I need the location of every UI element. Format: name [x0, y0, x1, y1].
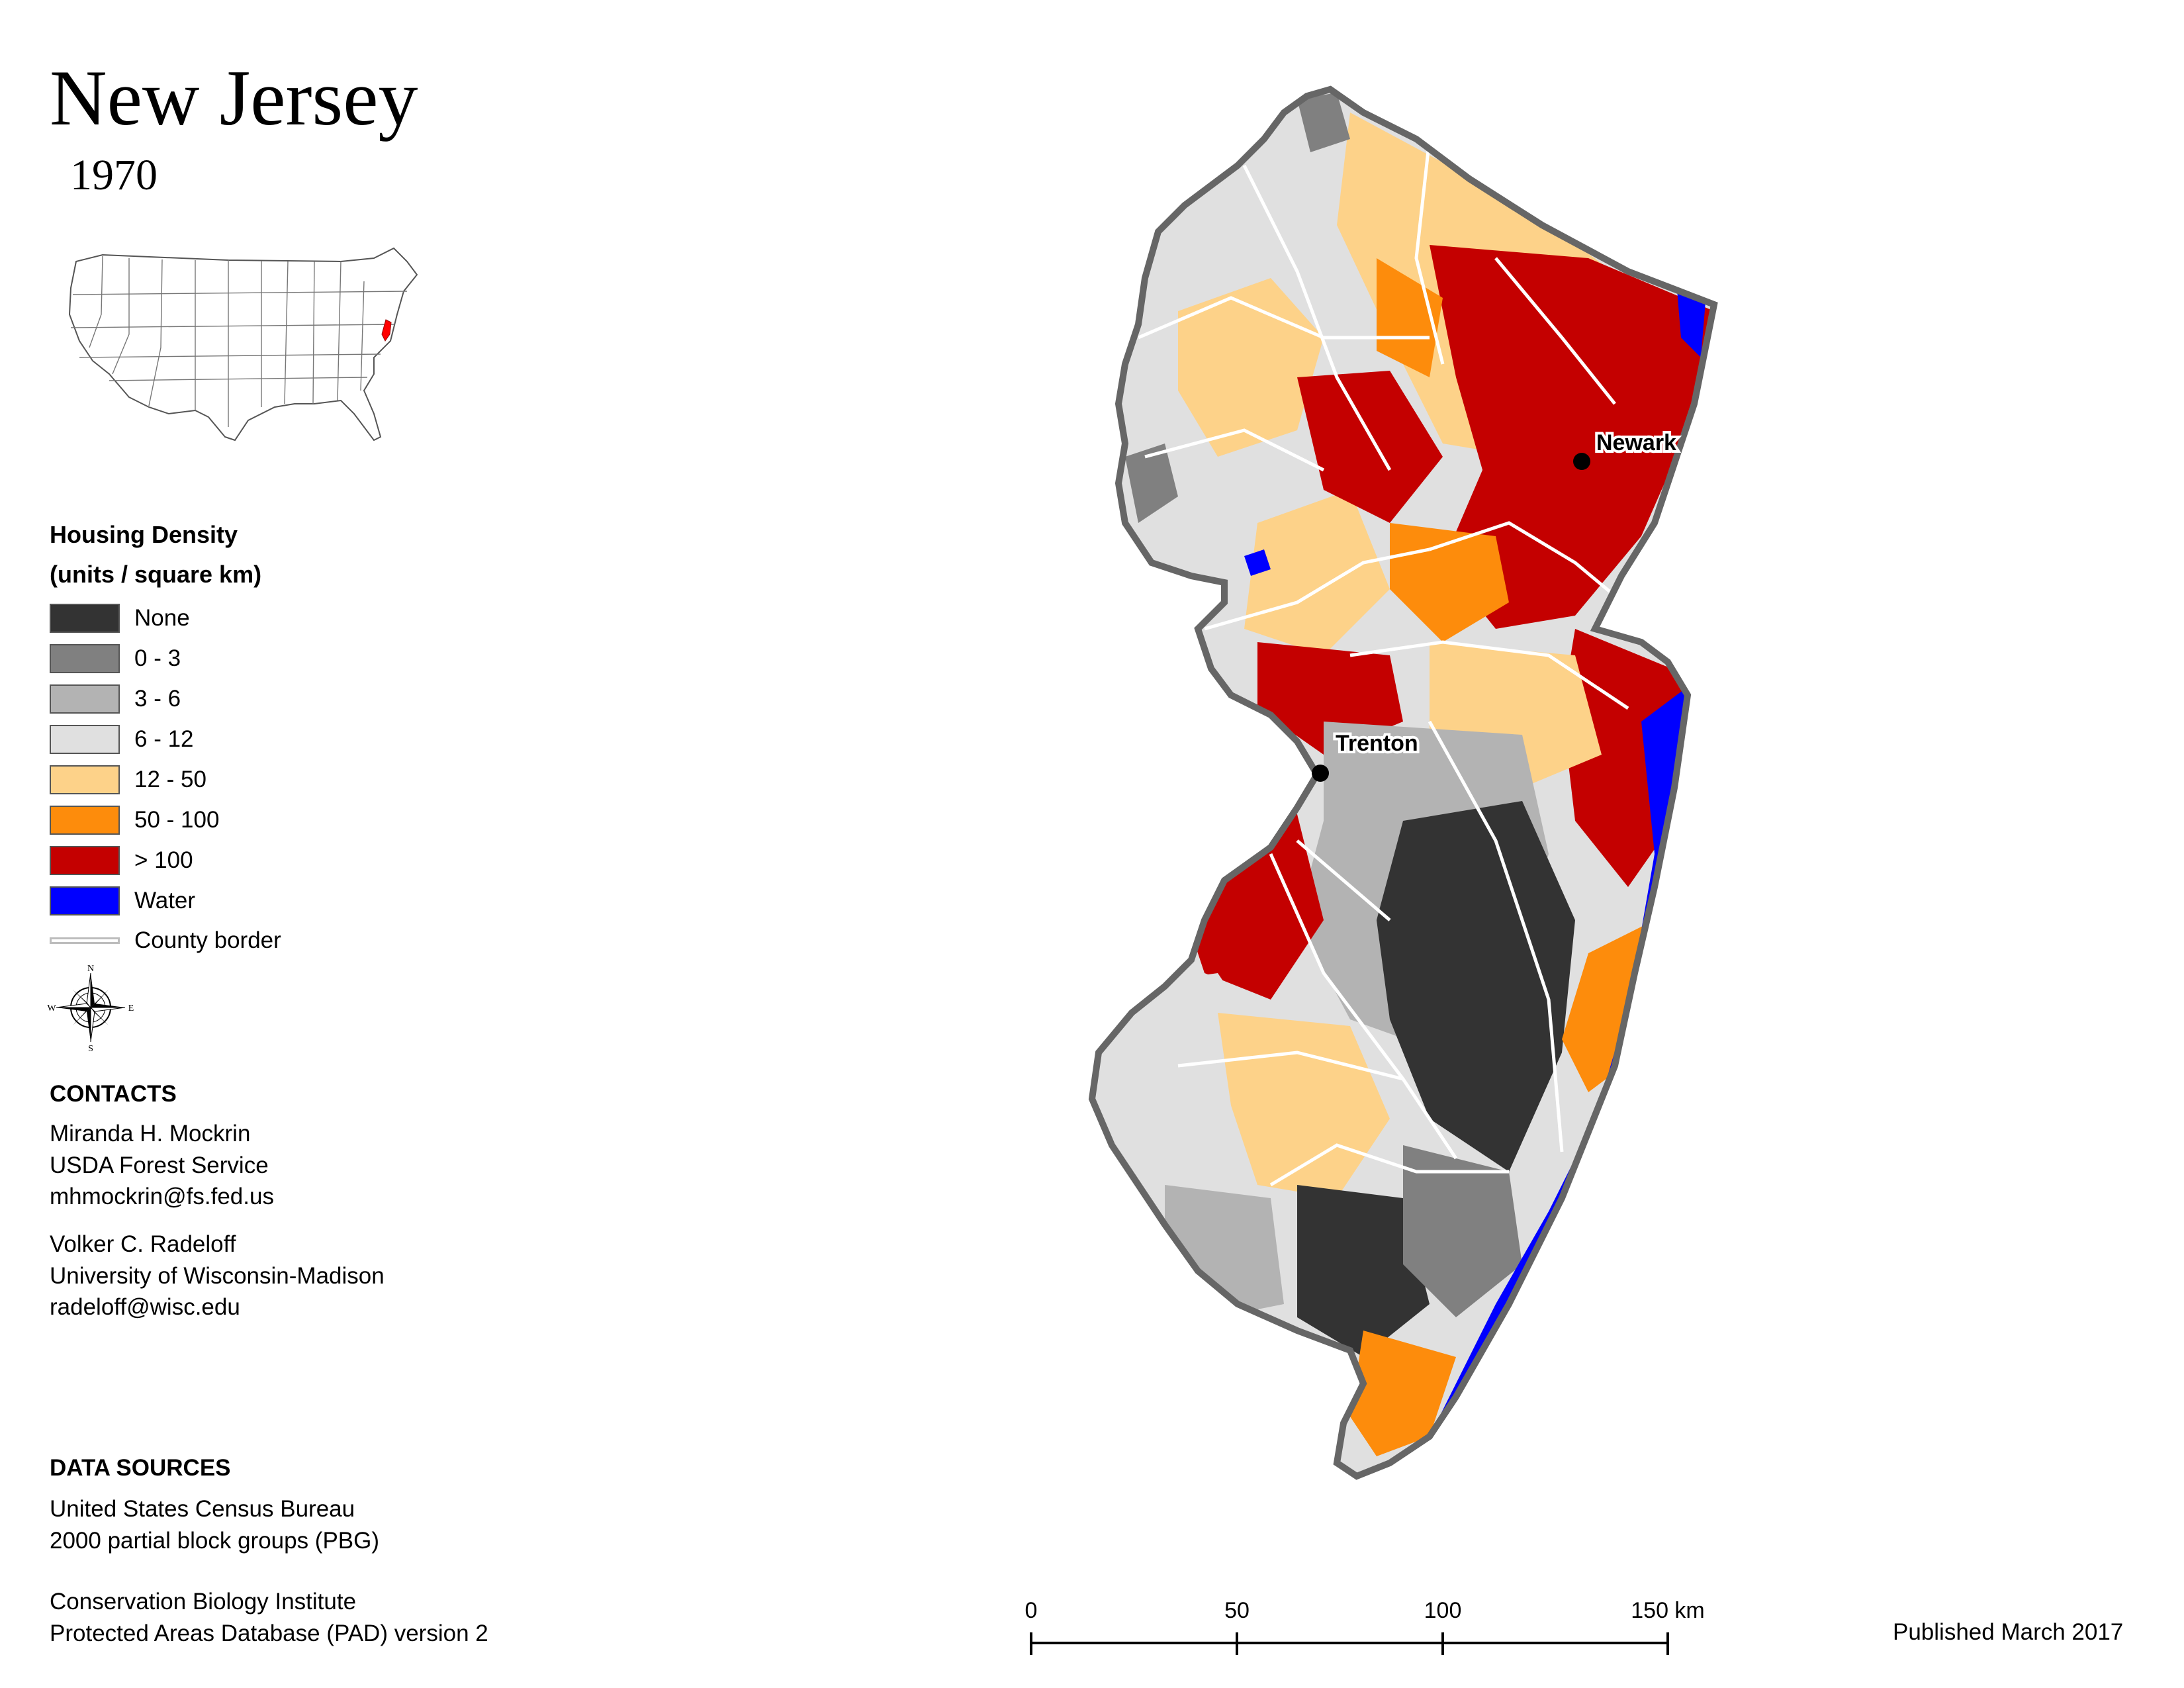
legend-label: 3 - 6: [134, 686, 181, 712]
contact-org: USDA Forest Service: [50, 1152, 269, 1178]
contact-email[interactable]: mhmockrin@fs.fed.us: [50, 1184, 274, 1209]
data-source-line: Protected Areas Database (PAD) version 2: [50, 1620, 488, 1646]
legend-item-3-6: 3 - 6: [50, 684, 381, 715]
legend-item-water: Water: [50, 886, 381, 917]
legend-label: 0 - 3: [134, 645, 181, 671]
legend-swatch: [50, 644, 120, 673]
data-sources-heading: DATA SOURCES: [50, 1455, 231, 1481]
scale-tick-label: 150 km: [1631, 1598, 1705, 1623]
legend-label: 6 - 12: [134, 726, 194, 752]
county-borders: [1138, 138, 1656, 1187]
map-year: 1970: [70, 151, 158, 199]
scale-tick-label: 0: [1025, 1598, 1038, 1623]
us-locator-map: [68, 247, 418, 442]
legend-units: (units / square km): [50, 561, 262, 588]
legend-label: None: [134, 605, 190, 631]
legend-item-county-border: County border: [50, 926, 381, 957]
legend-swatch: [50, 846, 120, 875]
contact-name: Volker C. Radeloff: [50, 1231, 236, 1257]
compass-n: N: [87, 964, 94, 974]
compass-rose-icon: N S W E: [47, 964, 134, 1053]
new-jersey-housing-density-map: Newark Trenton: [1088, 85, 1718, 1480]
legend-swatch: [50, 765, 120, 794]
legend-swatch: [50, 806, 120, 835]
us-outline: [68, 247, 418, 442]
compass-s: S: [88, 1044, 93, 1053]
legend-swatch: [50, 604, 120, 633]
contacts-heading: CONTACTS: [50, 1081, 177, 1107]
legend-label: > 100: [134, 847, 193, 873]
city-label: Newark: [1596, 430, 1676, 455]
legend-item-50-100: 50 - 100: [50, 806, 381, 836]
contact-org: University of Wisconsin-Madison: [50, 1263, 385, 1289]
state-outline: [1088, 85, 1718, 1480]
legend-swatch: [50, 886, 120, 915]
legend-label: 12 - 50: [134, 767, 206, 792]
published-date: Published March 2017: [1893, 1619, 2124, 1645]
county-border-swatch: [50, 937, 120, 944]
legend-label: Water: [134, 888, 196, 914]
data-source-line: Conservation Biology Institute: [50, 1589, 357, 1615]
legend-item-6-12: 6 - 12: [50, 725, 381, 755]
city-label: Trenton: [1336, 731, 1418, 756]
city-newark: Newark: [1573, 428, 1679, 470]
legend-swatch: [50, 684, 120, 714]
scale-tick-label: 100: [1424, 1598, 1462, 1623]
density-regions: [1092, 89, 1714, 1476]
map-title: New Jersey: [50, 54, 418, 142]
contact-name: Miranda H. Mockrin: [50, 1121, 251, 1147]
legend-item-none: None: [50, 604, 381, 634]
scale-tick-label: 50: [1224, 1598, 1250, 1623]
contact-email[interactable]: radeloff@wisc.edu: [50, 1294, 240, 1320]
legend-item-12-50: 12 - 50: [50, 765, 381, 796]
compass-e: E: [128, 1004, 134, 1013]
compass-w: W: [47, 1004, 56, 1013]
legend-item-0-3: 0 - 3: [50, 644, 381, 675]
data-source-line: 2000 partial block groups (PBG): [50, 1528, 380, 1554]
legend-label: 50 - 100: [134, 807, 220, 833]
legend-label: County border: [134, 927, 281, 953]
city-trenton: Trenton: [1312, 728, 1421, 782]
legend-item-over-100: > 100: [50, 846, 381, 876]
new-jersey-highlight: [381, 319, 392, 342]
legend-heading: Housing Density: [50, 521, 238, 548]
legend-swatch: [50, 725, 120, 754]
data-source-line: United States Census Bureau: [50, 1496, 355, 1522]
scale-bar: 0 50 100 150 km: [1025, 1598, 1705, 1655]
state-borders: [70, 256, 408, 427]
